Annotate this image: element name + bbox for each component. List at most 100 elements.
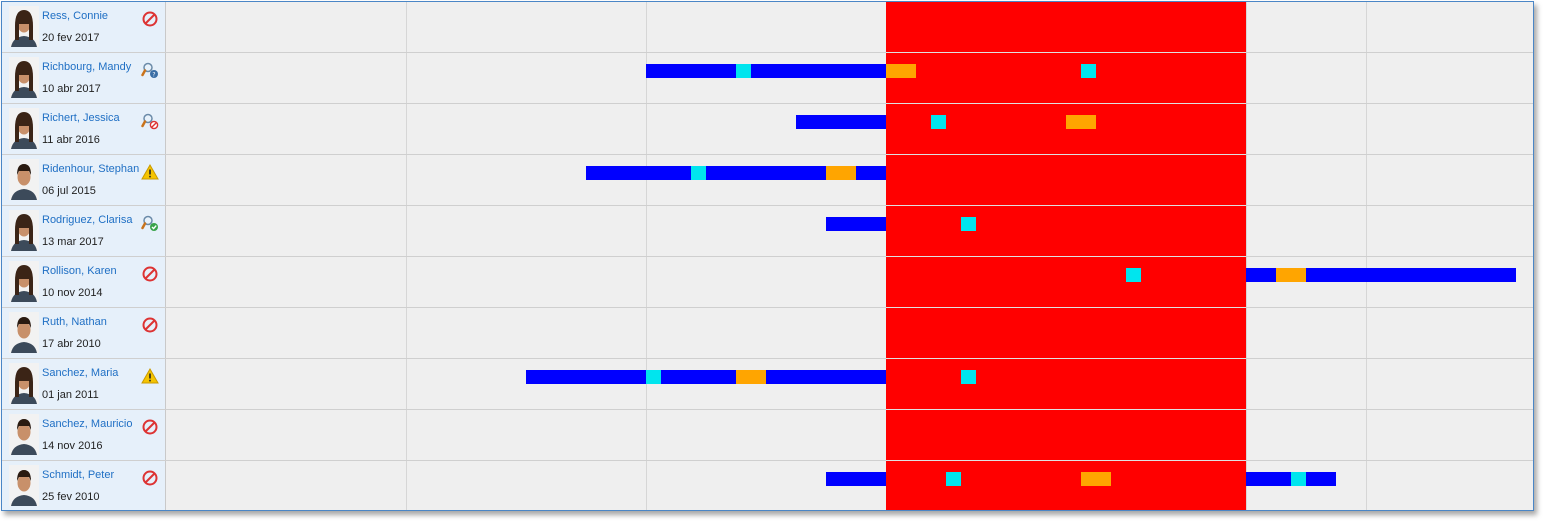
timeline-marker-cyan[interactable] [961,370,976,384]
search-question-icon: ? [141,61,159,79]
person-name-link[interactable]: Rodriguez, Clarisa [42,214,133,226]
timeline-bar[interactable] [826,217,886,231]
person-date: 01 jan 2011 [42,389,99,401]
person-name-link[interactable]: Sanchez, Maria [42,367,119,379]
avatar [9,210,39,251]
avatar [9,6,39,47]
person-name-link[interactable]: Richbourg, Mandy [42,61,132,73]
person-date: 13 mar 2017 [42,236,104,248]
timeline-bar[interactable] [646,64,736,78]
search-blocked-icon [141,112,159,130]
timeline-bar[interactable] [661,370,736,384]
timeline-bar[interactable] [586,166,691,180]
timeline-marker-cyan[interactable] [691,166,706,180]
person-info-cell: Ruth, Nathan 17 abr 2010 [2,308,166,358]
timeline-bar[interactable] [751,64,886,78]
timeline-marker-cyan[interactable] [961,217,976,231]
avatar [9,363,39,404]
timeline-marker-cyan[interactable] [1291,472,1306,486]
no-entry-icon [141,10,159,28]
person-info-cell: Sanchez, Maria 01 jan 2011 [2,359,166,409]
timeline-bar[interactable] [1246,268,1276,282]
warning-icon [141,367,159,385]
person-row: Rollison, Karen 10 nov 2014 [2,257,1533,308]
no-entry-icon [141,418,159,436]
timeline-marker-cyan[interactable] [1126,268,1141,282]
avatar [9,261,39,302]
person-row: Rodriguez, Clarisa 13 mar 2017 [2,206,1533,257]
avatar [9,465,39,506]
person-info-cell: Richbourg, Mandy 10 abr 2017? [2,53,166,103]
person-row: Richert, Jessica 11 abr 2016 [2,104,1533,155]
person-info-cell: Schmidt, Peter 25 fev 2010 [2,461,166,510]
avatar [9,108,39,149]
timeline-marker-orange[interactable] [886,64,916,78]
row-separator [886,103,1246,104]
no-entry-icon [141,265,159,283]
person-name-link[interactable]: Richert, Jessica [42,112,120,124]
person-info-cell: Rollison, Karen 10 nov 2014 [2,257,166,307]
avatar [9,312,39,353]
person-date: 11 abr 2016 [42,134,100,146]
person-name-link[interactable]: Sanchez, Mauricio [42,418,133,430]
person-row: Schmidt, Peter 25 fev 2010 [2,461,1533,510]
person-date: 10 nov 2014 [42,287,103,299]
timeline-marker-cyan[interactable] [946,472,961,486]
svg-text:?: ? [152,72,155,79]
person-row: Sanchez, Mauricio 14 nov 2016 [2,410,1533,461]
person-name-link[interactable]: Rollison, Karen [42,265,117,277]
schedule-panel: Ress, Connie 20 fev 2017 Richbourg, Mandy 1… [1,1,1534,511]
row-separator [886,256,1246,257]
person-info-cell: Ress, Connie 20 fev 2017 [2,2,166,52]
timeline-bar[interactable] [856,166,886,180]
no-entry-icon [141,316,159,334]
person-name-link[interactable]: Ress, Connie [42,10,109,22]
row-separator [886,205,1246,206]
person-name-link[interactable]: Schmidt, Peter [42,469,115,481]
timeline-marker-orange[interactable] [736,370,766,384]
timeline-bar[interactable] [826,472,886,486]
timeline-bar[interactable] [1246,472,1291,486]
row-separator [886,409,1246,410]
timeline-marker-orange[interactable] [826,166,856,180]
row-separator [886,307,1246,308]
timeline-marker-cyan[interactable] [736,64,751,78]
avatar [9,159,39,200]
timeline-bar[interactable] [706,166,826,180]
timeline-bar[interactable] [1306,268,1516,282]
timeline-bar[interactable] [526,370,646,384]
person-date: 10 abr 2017 [42,83,101,95]
timeline-bar[interactable] [1306,472,1336,486]
person-row: Richbourg, Mandy 10 abr 2017? [2,53,1533,104]
person-row: Ress, Connie 20 fev 2017 [2,2,1533,53]
person-row: Sanchez, Maria 01 jan 2011 [2,359,1533,410]
person-row: Ruth, Nathan 17 abr 2010 [2,308,1533,359]
timeline-marker-cyan[interactable] [646,370,661,384]
warning-icon [141,163,159,181]
row-separator [886,460,1246,461]
person-date: 20 fev 2017 [42,32,100,44]
person-row: Ridenhour, Stephan 06 jul 2015 [2,155,1533,206]
person-info-cell: Rodriguez, Clarisa 13 mar 2017 [2,206,166,256]
person-date: 06 jul 2015 [42,185,96,197]
person-date: 25 fev 2010 [42,491,100,503]
timeline-marker-orange[interactable] [1276,268,1306,282]
person-date: 14 nov 2016 [42,440,103,452]
row-separator [886,358,1246,359]
person-name-link[interactable]: Ruth, Nathan [42,316,107,328]
person-info-cell: Ridenhour, Stephan 06 jul 2015 [2,155,166,205]
timeline-marker-orange[interactable] [1066,115,1096,129]
row-separator [886,154,1246,155]
avatar [9,414,39,455]
search-check-icon [141,214,159,232]
no-entry-icon [141,469,159,487]
grid-column-line [1533,2,1534,511]
person-date: 17 abr 2010 [42,338,101,350]
timeline-marker-orange[interactable] [1081,472,1111,486]
timeline-marker-cyan[interactable] [931,115,946,129]
timeline-marker-cyan[interactable] [1081,64,1096,78]
row-separator [886,52,1246,53]
timeline-bar[interactable] [766,370,886,384]
person-name-link[interactable]: Ridenhour, Stephan [42,163,140,175]
timeline-bar[interactable] [796,115,886,129]
